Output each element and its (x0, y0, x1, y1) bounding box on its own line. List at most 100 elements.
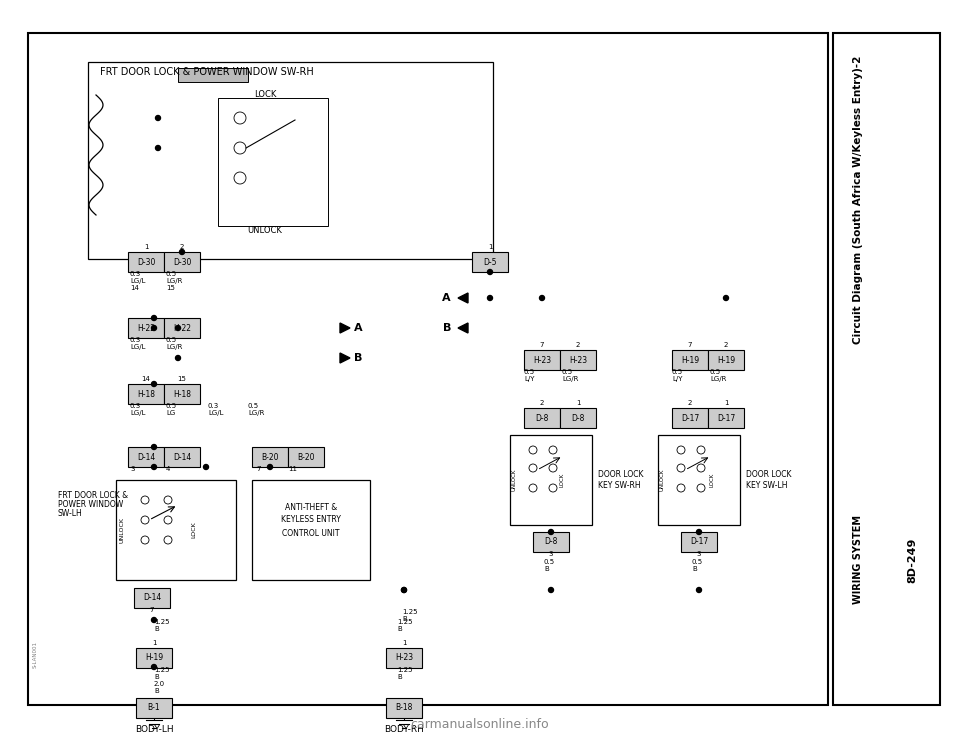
Text: 7: 7 (150, 607, 155, 613)
Text: H-19: H-19 (681, 355, 699, 365)
Bar (560, 350, 596, 370)
Bar (164, 318, 200, 338)
Circle shape (152, 464, 156, 469)
Text: B: B (154, 674, 158, 680)
Text: 11: 11 (288, 466, 297, 472)
Bar (708, 408, 744, 428)
Text: 15: 15 (178, 376, 186, 382)
Text: D-14: D-14 (137, 453, 156, 461)
Bar (28, 33, 828, 705)
Circle shape (697, 529, 702, 534)
Circle shape (488, 296, 492, 301)
Bar (672, 350, 708, 370)
Circle shape (548, 587, 554, 593)
Text: LOCK: LOCK (560, 473, 564, 487)
Text: A: A (443, 293, 451, 303)
Text: FRT DOOR LOCK & POWER WINDOW SW-RH: FRT DOOR LOCK & POWER WINDOW SW-RH (100, 67, 314, 77)
Text: 1: 1 (576, 400, 580, 406)
Text: 1: 1 (401, 640, 406, 646)
Text: H-23: H-23 (569, 355, 588, 365)
Circle shape (401, 587, 406, 593)
Text: 7: 7 (256, 466, 260, 472)
Text: 14: 14 (141, 376, 151, 382)
Bar (128, 384, 164, 404)
Text: 4: 4 (166, 466, 170, 472)
Text: B-20: B-20 (261, 453, 278, 461)
Bar (672, 408, 708, 428)
Text: H-18: H-18 (173, 389, 191, 399)
Circle shape (176, 326, 180, 330)
Bar (88, 62, 493, 259)
Bar (708, 350, 744, 370)
Text: 2: 2 (687, 400, 692, 406)
Text: UNLOCK: UNLOCK (512, 469, 516, 491)
Circle shape (156, 116, 160, 121)
Text: B: B (397, 626, 401, 632)
Circle shape (401, 587, 406, 593)
Text: ANTI-THEFT &: ANTI-THEFT & (285, 503, 337, 511)
Polygon shape (340, 353, 350, 363)
Circle shape (152, 382, 156, 386)
Text: 2: 2 (724, 342, 729, 348)
Text: UNLOCK: UNLOCK (119, 517, 125, 543)
Circle shape (152, 315, 156, 321)
Text: H-19: H-19 (145, 654, 163, 663)
Text: 2: 2 (180, 244, 184, 250)
Bar (658, 435, 740, 525)
Text: 1: 1 (144, 244, 148, 250)
Text: DOOR LOCK
KEY SW-LH: DOOR LOCK KEY SW-LH (746, 470, 791, 489)
Text: D-14: D-14 (173, 453, 191, 461)
Text: B-1: B-1 (148, 704, 160, 713)
Text: DOOR LOCK
KEY SW-RH: DOOR LOCK KEY SW-RH (598, 470, 643, 489)
Text: D-8: D-8 (536, 413, 549, 422)
Text: WIRING SYSTEM: WIRING SYSTEM (853, 515, 863, 604)
Text: 1.25: 1.25 (154, 619, 170, 625)
Text: D-17: D-17 (717, 413, 735, 422)
Circle shape (488, 270, 492, 274)
Polygon shape (458, 323, 468, 333)
Text: 0.5: 0.5 (710, 369, 721, 375)
Bar (252, 447, 288, 467)
Bar (252, 480, 370, 580)
Text: 0.3: 0.3 (208, 403, 219, 409)
Bar (164, 447, 200, 467)
Text: 0.5: 0.5 (166, 271, 178, 277)
Text: 0.5: 0.5 (672, 369, 684, 375)
Text: LOCK: LOCK (253, 89, 276, 99)
Text: 15: 15 (166, 285, 175, 291)
Text: B: B (154, 626, 158, 632)
Bar (134, 588, 170, 608)
Text: B: B (402, 616, 407, 622)
Text: 1.25: 1.25 (397, 667, 413, 673)
Text: LG/L: LG/L (208, 410, 224, 416)
Text: LG/R: LG/R (166, 278, 182, 284)
Text: 0.5: 0.5 (524, 369, 535, 375)
Bar (386, 698, 422, 718)
Text: H-23: H-23 (395, 654, 413, 663)
Circle shape (156, 145, 160, 150)
Text: 0.3: 0.3 (130, 337, 141, 343)
Text: carmanualsonline.info: carmanualsonline.info (411, 719, 549, 732)
Text: H-22: H-22 (137, 324, 155, 332)
Text: 0.5: 0.5 (166, 337, 178, 343)
Bar (116, 480, 236, 580)
Circle shape (540, 296, 544, 301)
Text: FRT DOOR LOCK &: FRT DOOR LOCK & (58, 491, 128, 500)
Bar (560, 408, 596, 428)
Text: 0.5: 0.5 (544, 559, 555, 565)
Text: D-14: D-14 (143, 593, 161, 603)
Text: H-22: H-22 (173, 324, 191, 332)
Circle shape (152, 444, 156, 450)
Text: D-30: D-30 (137, 257, 156, 267)
Text: LG/R: LG/R (248, 410, 264, 416)
Text: LOCK: LOCK (709, 473, 714, 487)
Text: LG/L: LG/L (130, 278, 146, 284)
Circle shape (548, 529, 554, 534)
Text: POWER WINDOW: POWER WINDOW (58, 500, 123, 509)
Text: L/Y: L/Y (672, 376, 683, 382)
Text: 1: 1 (724, 400, 729, 406)
Bar (533, 532, 569, 552)
Circle shape (152, 326, 156, 330)
Text: LG/R: LG/R (562, 376, 578, 382)
Text: 1.25: 1.25 (397, 619, 413, 625)
